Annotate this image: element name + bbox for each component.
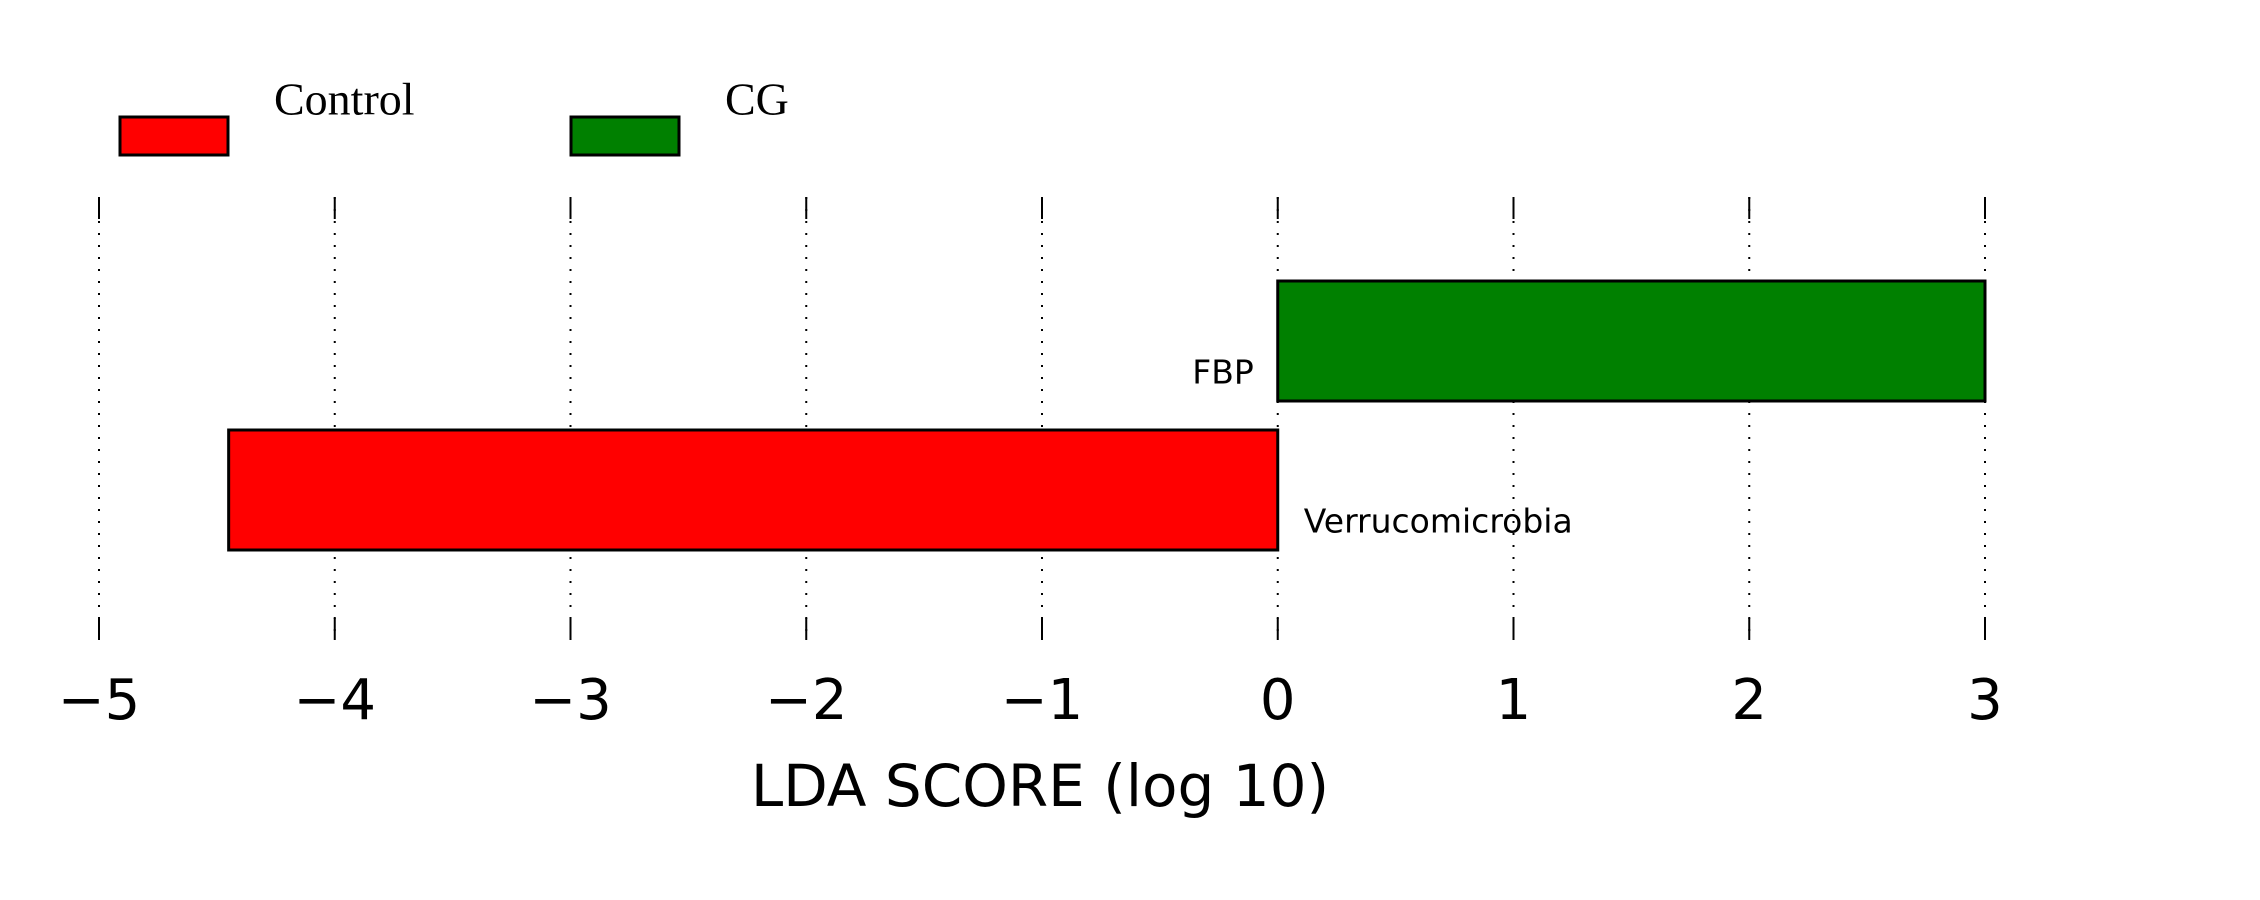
- category-label: Verrucomicrobia: [1304, 502, 1573, 541]
- bar: [1276, 279, 1987, 403]
- x-tick-label: 2: [1731, 668, 1767, 733]
- legend-swatch: [118, 115, 230, 157]
- x-tick-label: −4: [293, 668, 376, 733]
- x-tick-label: −3: [529, 668, 612, 733]
- x-tick-label: −1: [1001, 668, 1084, 733]
- x-tick-label: 3: [1967, 668, 2003, 733]
- legend-swatch: [569, 115, 681, 157]
- x-tick-label: −5: [58, 668, 141, 733]
- x-tick-label: 1: [1496, 668, 1532, 733]
- category-label: FBP: [1192, 353, 1254, 392]
- x-tick-label: 0: [1260, 668, 1296, 733]
- bar: [227, 428, 1280, 552]
- x-axis-label: LDA SCORE (log 10): [751, 752, 1329, 820]
- legend-label: CG: [725, 74, 789, 125]
- legend-label: Control: [274, 74, 415, 125]
- x-tick-label: −2: [765, 668, 848, 733]
